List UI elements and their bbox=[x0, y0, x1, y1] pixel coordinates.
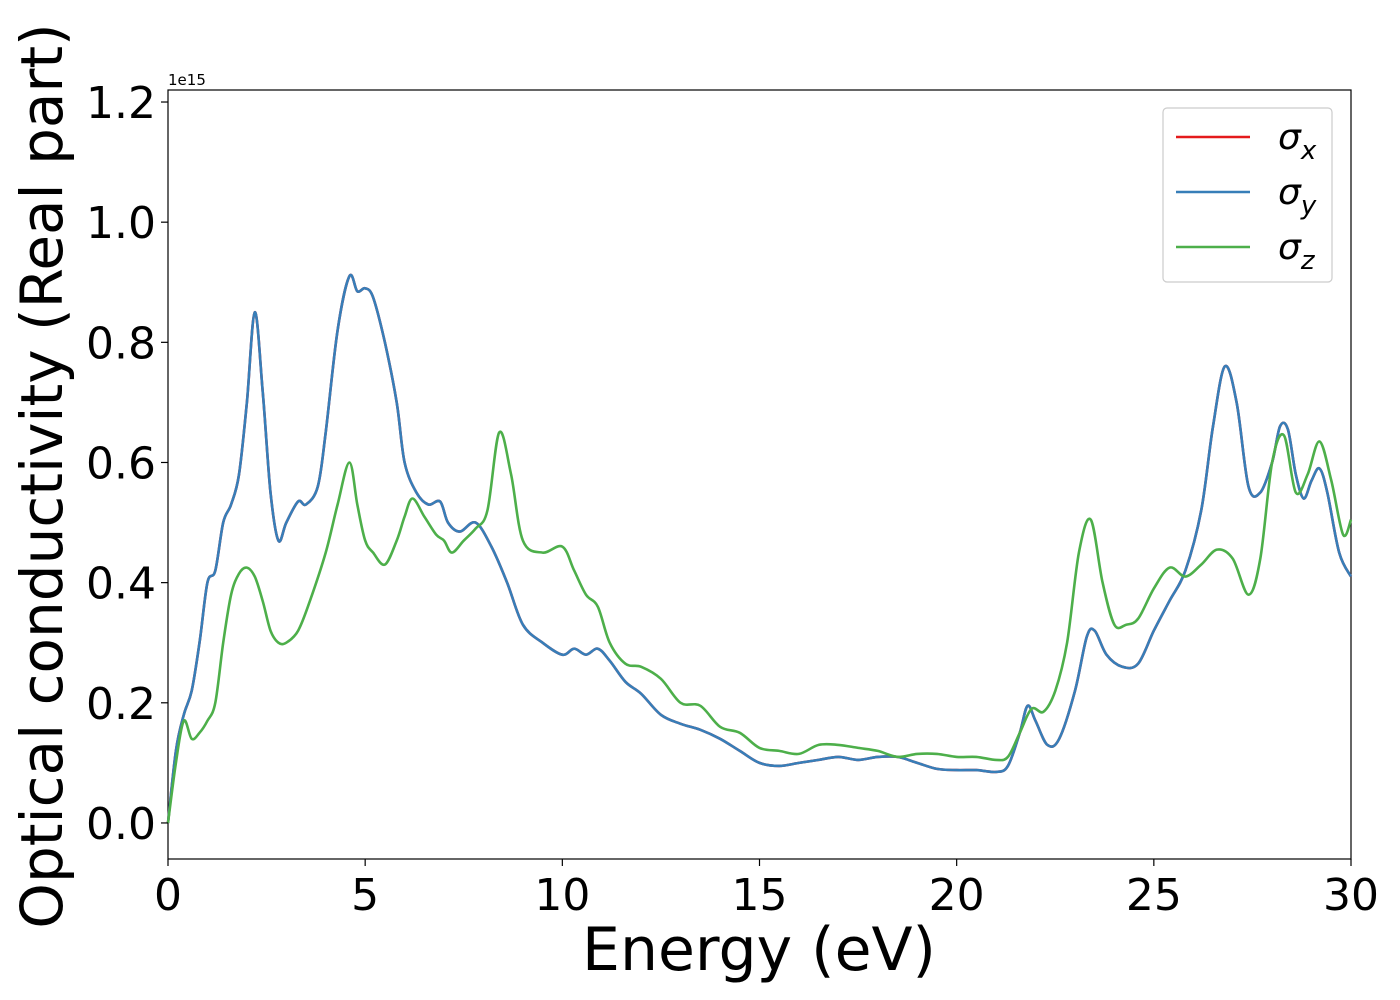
legend-label-sub: y bbox=[1300, 191, 1317, 221]
legend-label-y: σy bbox=[1278, 172, 1317, 221]
legend-label-base: σ bbox=[1278, 172, 1302, 213]
x-tick-label: 10 bbox=[534, 870, 590, 921]
legend-label-sub: z bbox=[1300, 246, 1316, 276]
legend-frame bbox=[1162, 107, 1333, 283]
x-tick-label: 20 bbox=[929, 870, 985, 921]
y-tick-label: 0.4 bbox=[86, 559, 156, 610]
x-axis-ticks: 0 5 10 15 20 25 30 bbox=[154, 859, 1379, 921]
x-tick-label: 25 bbox=[1126, 870, 1182, 921]
series-line-z bbox=[166, 430, 1353, 824]
y-tick-label: 1.0 bbox=[86, 198, 156, 249]
y-offset-label: 1e15 bbox=[168, 71, 206, 89]
series-lines bbox=[166, 273, 1353, 824]
x-tick-label: 15 bbox=[732, 870, 788, 921]
y-axis-label: Optical conductivity (Real part) bbox=[8, 23, 76, 928]
y-axis-ticks: 0.0 0.2 0.4 0.6 0.8 1.0 1.2 bbox=[86, 78, 168, 850]
legend-label-sub: x bbox=[1300, 136, 1317, 166]
series-line-y bbox=[166, 273, 1353, 824]
y-tick-label: 0.0 bbox=[86, 799, 156, 850]
plot-area bbox=[167, 89, 1352, 860]
legend-label-base: σ bbox=[1278, 227, 1302, 268]
legend-label-base: σ bbox=[1278, 117, 1302, 158]
legend-label-x: σx bbox=[1278, 117, 1317, 166]
y-tick-label: 1.2 bbox=[86, 78, 156, 129]
y-tick-label: 0.8 bbox=[86, 318, 156, 369]
x-tick-label: 30 bbox=[1323, 870, 1379, 921]
y-tick-label: 0.6 bbox=[86, 438, 156, 489]
y-tick-label: 0.2 bbox=[86, 679, 156, 730]
x-tick-label: 5 bbox=[351, 870, 379, 921]
legend-label-z: σz bbox=[1278, 227, 1316, 276]
x-tick-label: 0 bbox=[154, 870, 182, 921]
x-axis-label: Energy (eV) bbox=[582, 915, 936, 985]
